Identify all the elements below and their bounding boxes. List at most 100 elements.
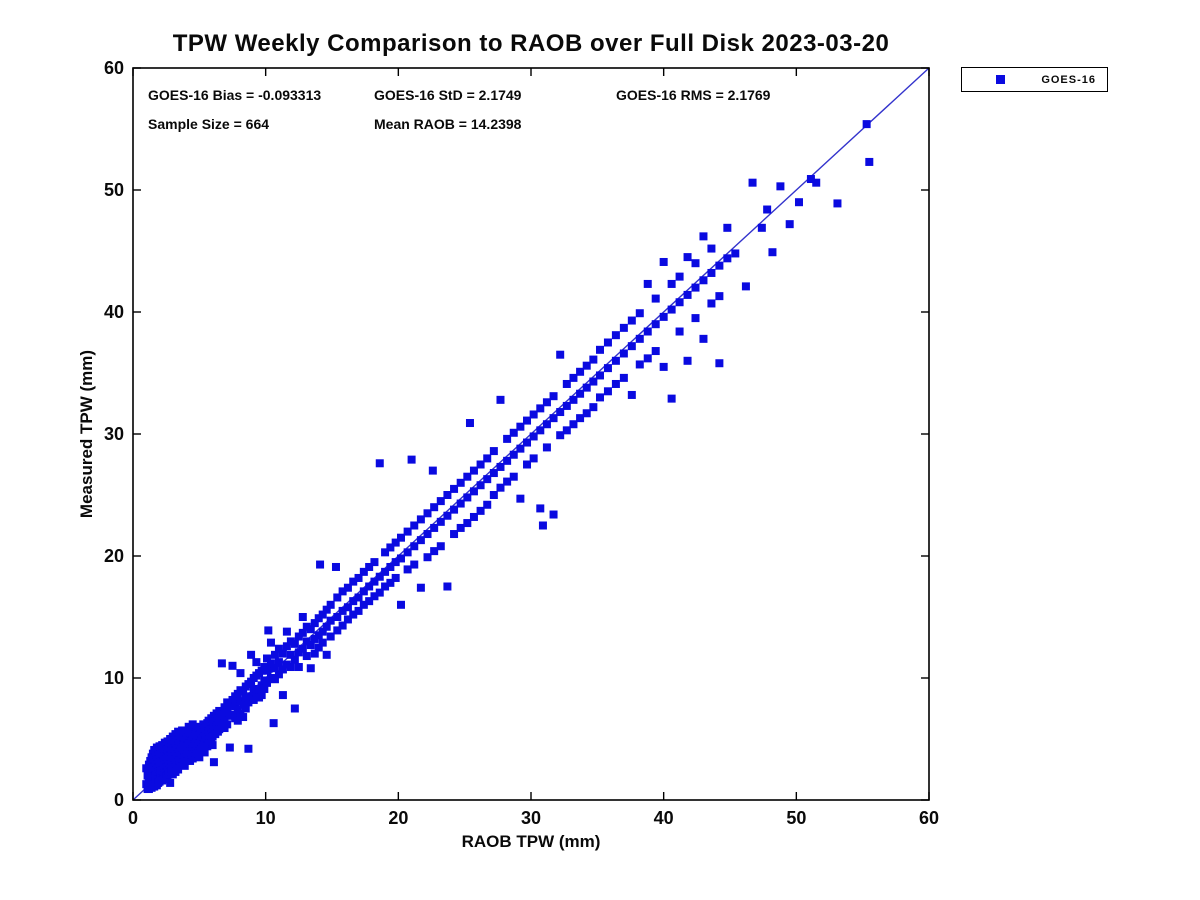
data-point [707, 244, 716, 253]
data-point [723, 223, 732, 232]
data-point [396, 533, 405, 542]
data-point [465, 419, 474, 428]
data-point [659, 312, 668, 321]
data-point [806, 175, 815, 184]
data-point [443, 511, 452, 520]
data-point [290, 639, 299, 648]
data-point [391, 558, 400, 567]
data-point [589, 355, 598, 364]
data-point [239, 713, 248, 722]
data-point [278, 665, 287, 674]
data-point [278, 649, 287, 658]
data-point [430, 547, 439, 556]
data-point [595, 345, 604, 354]
data-point [302, 652, 311, 661]
data-point [707, 268, 716, 277]
y-tick-label: 40 [104, 302, 124, 322]
data-point [188, 720, 197, 729]
data-point [651, 294, 660, 303]
data-point [635, 334, 644, 343]
y-tick-label: 20 [104, 546, 124, 566]
data-point [542, 398, 551, 407]
data-point [483, 454, 492, 463]
data-point [469, 512, 478, 521]
legend: GOES-16 [961, 67, 1108, 92]
data-point [549, 414, 558, 423]
data-point [489, 491, 498, 499]
data-point [691, 259, 700, 268]
data-point [456, 499, 465, 508]
data-point [643, 279, 652, 288]
data-point [166, 778, 175, 787]
data-point [503, 434, 512, 443]
data-point [699, 334, 708, 343]
data-point [741, 282, 750, 291]
data-point [476, 506, 485, 515]
data-point [569, 373, 578, 382]
data-point [381, 582, 390, 591]
data-point [257, 691, 266, 700]
legend-label: GOES-16 [1041, 73, 1096, 86]
data-point [529, 454, 538, 463]
data-point [619, 373, 628, 382]
y-tick-label: 10 [104, 668, 124, 688]
data-point [536, 426, 545, 435]
data-point [260, 684, 269, 693]
data-point [262, 678, 271, 687]
data-point [865, 157, 874, 166]
data-point [436, 497, 445, 506]
data-point [627, 316, 636, 325]
data-point [249, 695, 258, 704]
data-point [403, 527, 412, 536]
data-point [715, 359, 724, 368]
data-point [489, 469, 498, 478]
data-point [180, 761, 189, 770]
data-point [428, 466, 437, 475]
data-point [416, 583, 425, 592]
data-point [228, 661, 237, 670]
data-point [270, 675, 279, 684]
data-point [225, 700, 234, 709]
data-point [538, 521, 547, 530]
data-point [274, 658, 283, 667]
data-point [359, 567, 368, 576]
data-point [763, 205, 772, 214]
data-point [768, 248, 777, 257]
y-axis-label: Measured TPW (mm) [77, 349, 96, 519]
data-point [683, 290, 692, 299]
x-tick-label: 50 [786, 808, 806, 828]
data-point [290, 704, 299, 713]
data-point [241, 693, 250, 702]
data-point [236, 669, 245, 678]
data-point [562, 379, 571, 388]
data-point [225, 743, 234, 752]
data-point [691, 283, 700, 292]
data-point [529, 410, 538, 419]
data-point [463, 519, 472, 528]
data-point [354, 593, 363, 602]
data-point [270, 650, 279, 659]
data-point [220, 703, 229, 712]
data-point [456, 523, 465, 532]
data-point [278, 691, 287, 700]
data-point [343, 583, 352, 592]
x-tick-label: 10 [256, 808, 276, 828]
data-point [659, 257, 668, 266]
data-point [381, 567, 390, 576]
data-point [294, 663, 303, 672]
data-point [286, 650, 295, 659]
data-point [247, 650, 256, 659]
data-point [359, 600, 368, 609]
data-point [343, 615, 352, 624]
data-point [635, 360, 644, 369]
data-point [785, 220, 794, 229]
data-point [266, 638, 275, 647]
data-point [833, 199, 842, 208]
data-point [862, 120, 871, 129]
data-point [322, 622, 331, 631]
data-point [326, 632, 335, 641]
data-point [699, 276, 708, 285]
data-point [195, 753, 204, 762]
stat-rms: GOES-16 RMS = 2.1769 [616, 87, 771, 103]
data-point [667, 305, 676, 314]
